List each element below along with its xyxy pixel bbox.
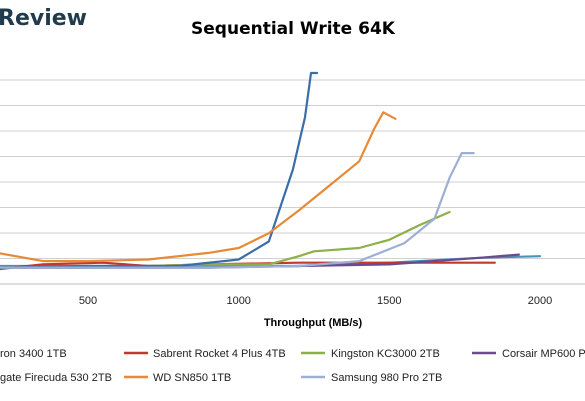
brand-logo-text: Review (0, 6, 87, 31)
legend-label: ron 3400 1TB (0, 348, 67, 360)
x-tick-label: 1500 (377, 295, 401, 307)
legend-label: WD SN850 1TB (153, 372, 231, 384)
legend-label: Samsung 980 Pro 2TB (331, 372, 442, 384)
series-line-5 (0, 71, 319, 269)
chart-title: Sequential Write 64K (191, 19, 396, 39)
series-line-7 (0, 152, 475, 269)
gridlines (0, 79, 585, 259)
series-line-3 (0, 210, 451, 269)
legend-label: Corsair MP600 P (502, 348, 585, 360)
x-tick-label: 500 (79, 295, 97, 307)
series-lines (0, 71, 542, 271)
legend-label: Sabrent Rocket 4 Plus 4TB (153, 348, 286, 360)
legend-label: gate Firecuda 530 2TB (0, 372, 112, 384)
x-axis-label: Throughput (MB/s) (264, 317, 363, 329)
legend: ron 3400 1TB Sabrent Rocket 4 Plus 4TB Kin… (0, 348, 585, 384)
series-line-6 (0, 111, 397, 263)
x-tick-label: 2000 (528, 295, 552, 307)
legend-label: Kingston KC3000 2TB (331, 348, 440, 360)
x-tick-labels: 500 1000 1500 2000 (79, 295, 552, 307)
x-tick-label: 1000 (226, 295, 250, 307)
